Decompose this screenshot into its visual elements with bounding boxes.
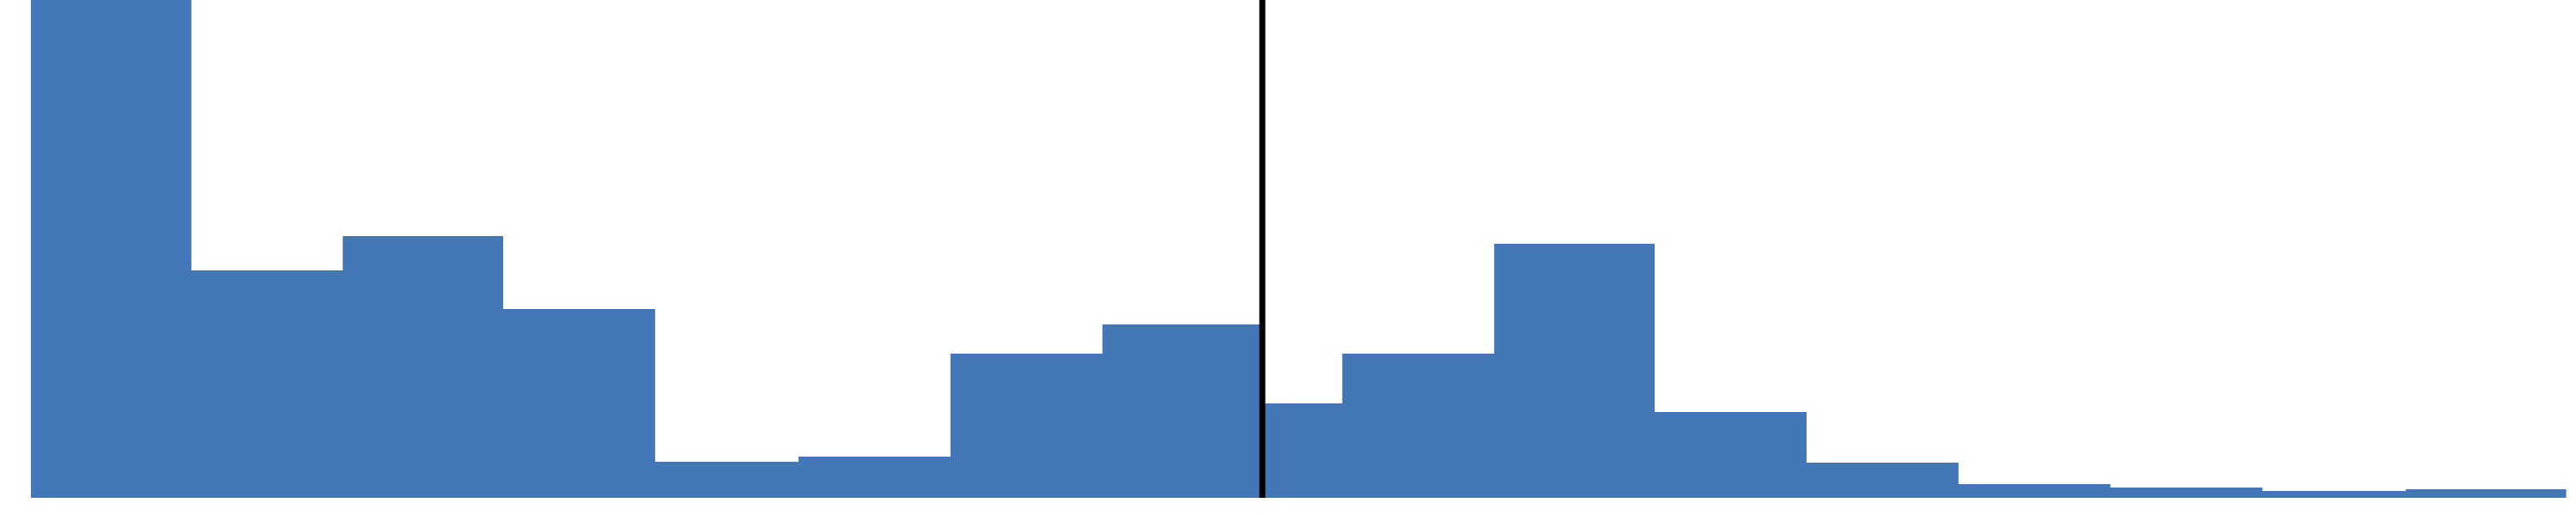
histogram-bar-5 — [654, 462, 799, 498]
histogram-bar-2 — [191, 270, 343, 498]
histogram-bar-1 — [31, 0, 191, 498]
bars-layer — [31, 0, 2567, 498]
histogram-bar-9 — [1262, 403, 1343, 498]
histogram-bar-7 — [950, 354, 1103, 498]
histogram-bar-13 — [1806, 463, 1959, 498]
histogram-bar-12 — [1654, 412, 1807, 498]
histogram-bar-8 — [1102, 324, 1263, 498]
histogram-bar-3 — [343, 236, 504, 498]
histogram-bar-17 — [2405, 489, 2567, 498]
histogram-bar-10 — [1342, 354, 1495, 498]
histogram-bar-16 — [2262, 491, 2407, 498]
histogram-bar-11 — [1494, 244, 1655, 498]
histogram-bar-14 — [1958, 484, 2111, 498]
histogram-bar-15 — [2110, 488, 2263, 498]
histogram-bar-4 — [502, 309, 655, 498]
histogram-bar-6 — [798, 457, 951, 498]
